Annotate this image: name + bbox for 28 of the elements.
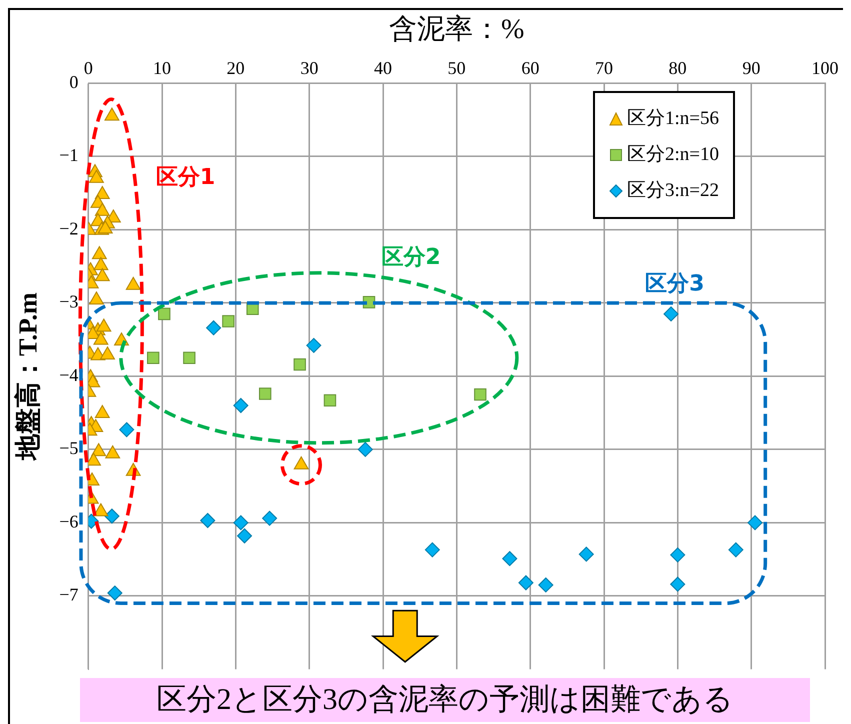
x-tick-label: 40	[374, 58, 392, 78]
x-tick-label: 80	[668, 58, 687, 78]
legend-label: 区分2:n=10	[627, 143, 719, 168]
y-tick-label: 0	[69, 72, 78, 92]
legend-label: 区分1:n=56	[627, 107, 719, 132]
annotation: 区分3	[645, 271, 704, 296]
annotation: 区分2	[381, 244, 441, 270]
x-tick-label: 50	[448, 58, 466, 78]
x-tick-label: 30	[300, 58, 318, 78]
y-tick-label: −7	[59, 584, 78, 605]
y-tick-label: −4	[59, 364, 78, 385]
annotation: 区分1	[156, 165, 216, 190]
y-tick-label: −5	[59, 438, 78, 458]
y-axis-title: 地盤高：T.P.m	[13, 292, 42, 461]
text: 区分2と区分3の含泥率の予測は困難である	[80, 678, 810, 722]
x-tick-label: 90	[742, 58, 760, 78]
x-tick-label: 10	[153, 58, 172, 78]
y-tick-label: −6	[59, 511, 78, 532]
y-tick-label: −3	[59, 292, 78, 312]
x-tick-label: 70	[595, 58, 614, 78]
x-tick-label: 60	[521, 58, 540, 78]
x-tick-label: 0	[84, 58, 93, 78]
x-tick-label: 20	[226, 58, 245, 78]
y-tick-label: −1	[59, 145, 78, 166]
x-tick-label: 100	[812, 58, 838, 78]
x-axis-title: 含泥率：%	[389, 14, 524, 46]
y-tick-label: −2	[59, 218, 78, 238]
legend-label: 区分3:n=22	[627, 179, 719, 204]
